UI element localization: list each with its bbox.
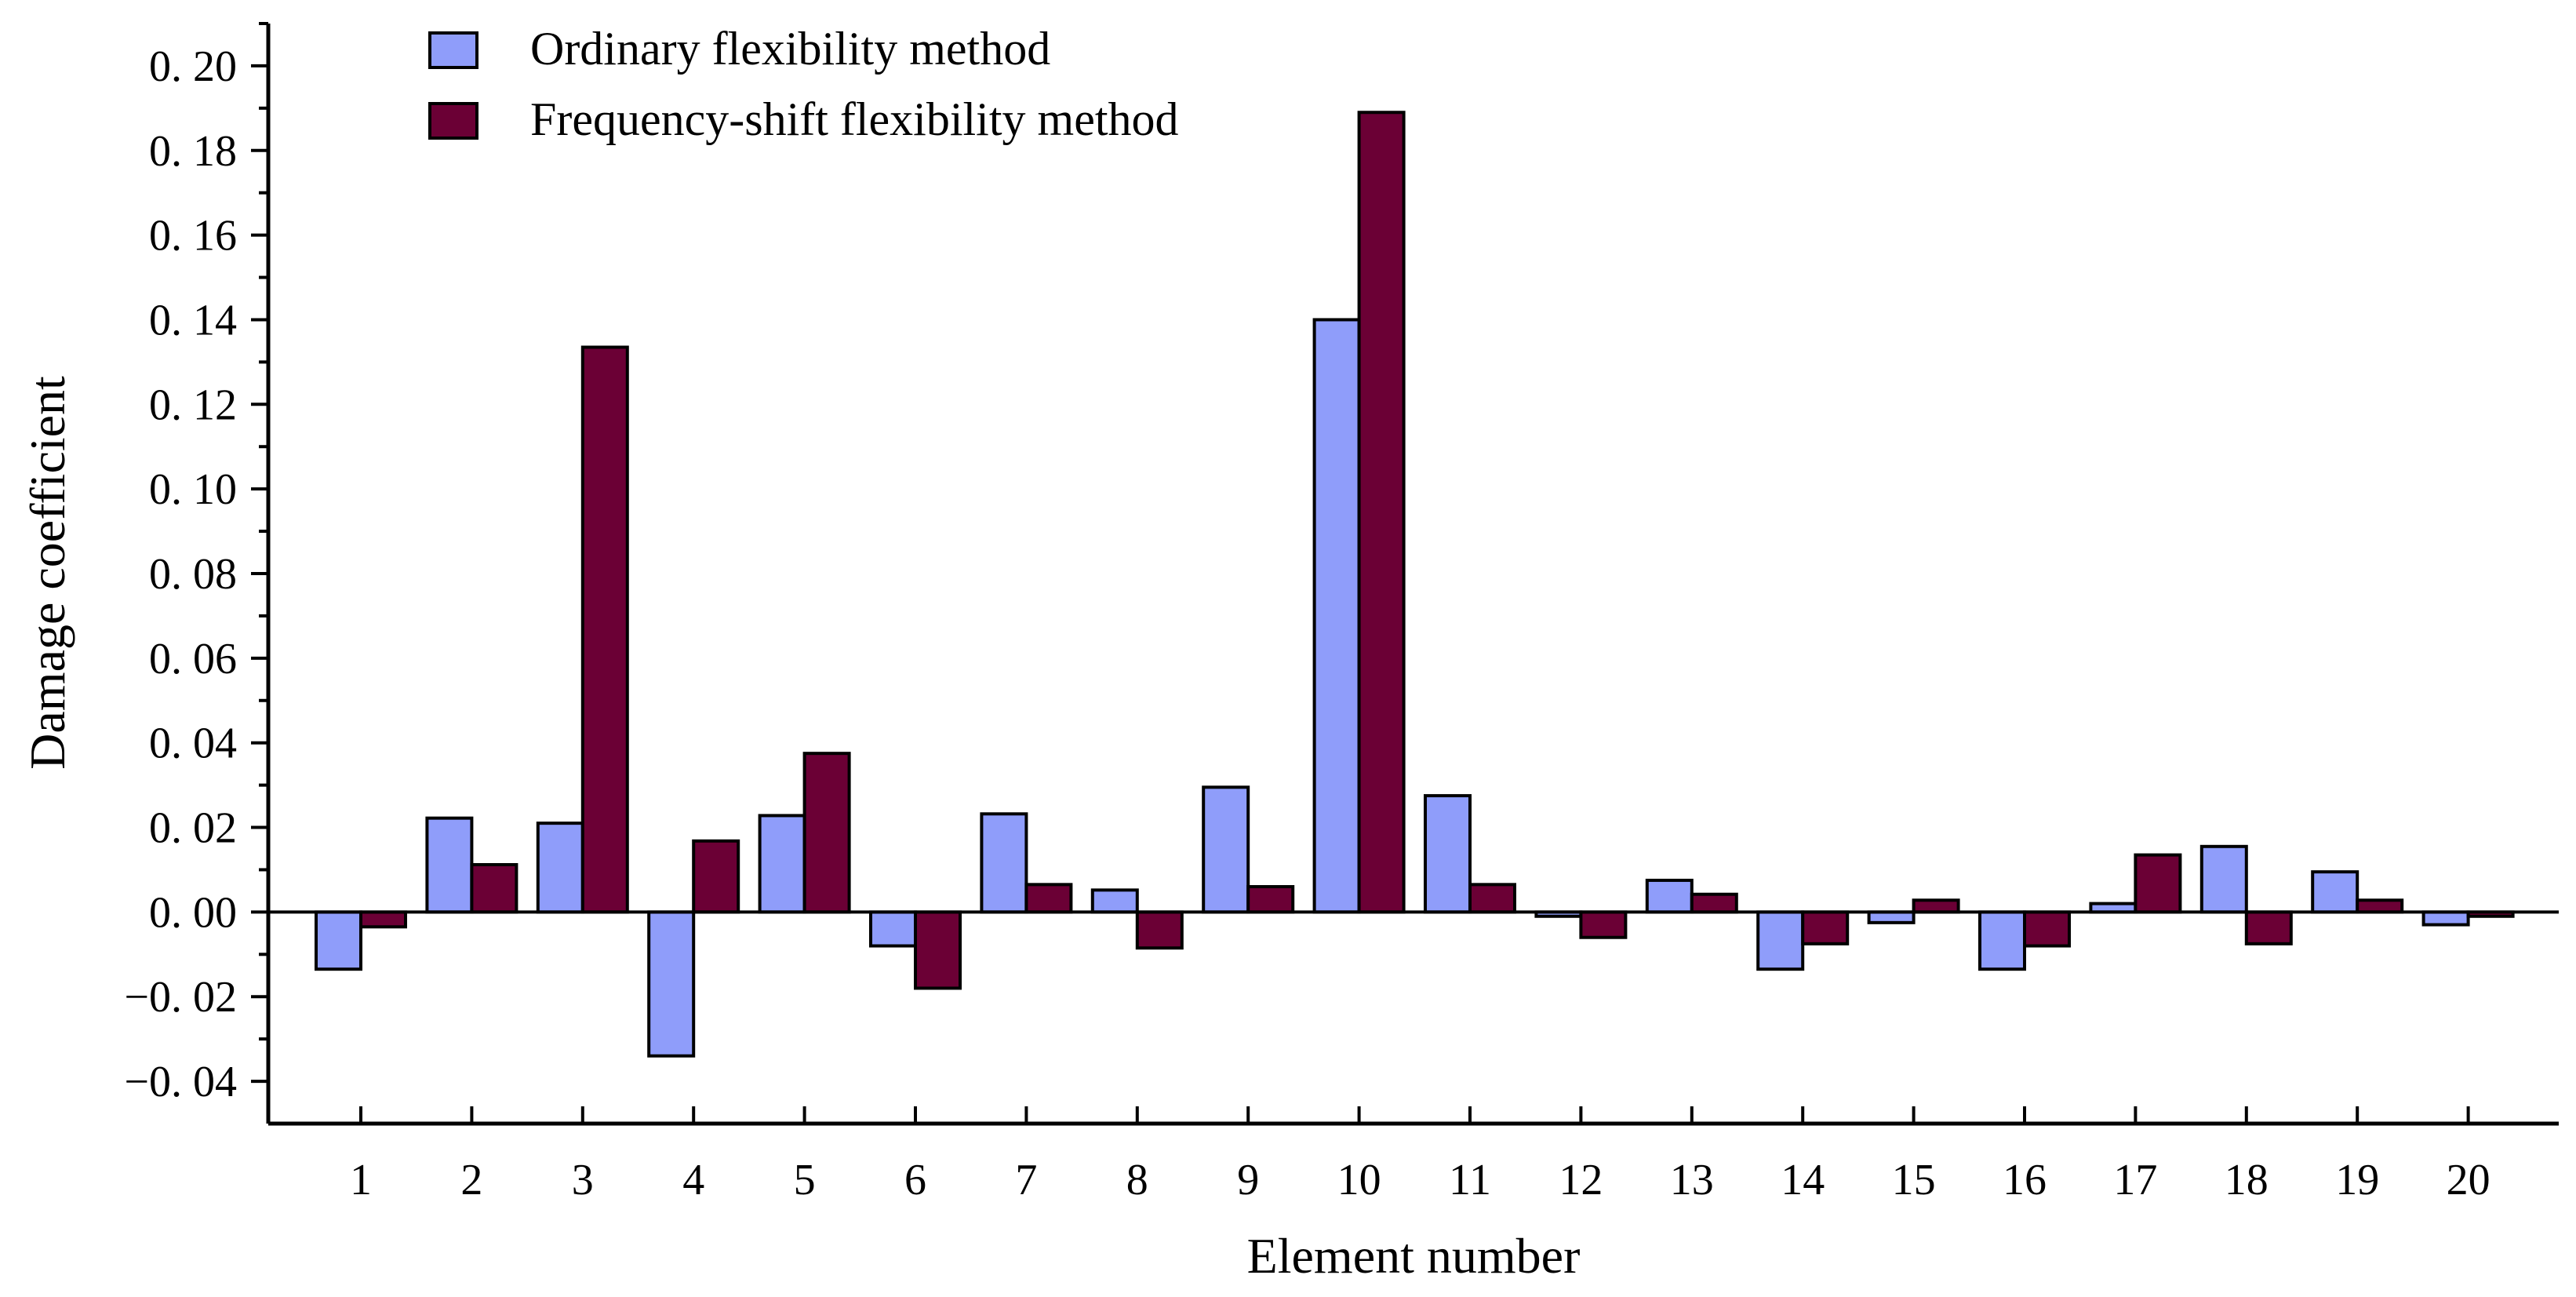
bar-ordinary-element-5 [758, 814, 806, 914]
x-tick-label: 13 [1670, 1156, 1714, 1204]
ticks-layer: −0. 04 −0. 02 0. 00 0. 02 0. 04 0. 06 0. 08 0. … [124, 22, 2490, 1204]
x-tick-label: 20 [2447, 1156, 2490, 1204]
bar-ordinary-element-8 [1090, 888, 1139, 914]
bar-frequency-shift-element-4 [692, 839, 740, 914]
bar-ordinary-element-15 [1867, 910, 1916, 924]
x-tick-label: 3 [572, 1156, 594, 1204]
legend-label-frequency-shift: Frequency-shift flexibility method [530, 93, 1179, 145]
y-tick-label: 0. 20 [149, 42, 237, 91]
x-tick-label: 7 [1015, 1156, 1037, 1204]
x-axis-title: Element number [1247, 1228, 1581, 1284]
bar-frequency-shift-element-9 [1246, 885, 1295, 914]
bar-ordinary-element-1 [315, 910, 362, 971]
y-tick-label: 0. 12 [149, 381, 237, 429]
bar-frequency-shift-element-12 [1579, 910, 1628, 939]
bar-frequency-shift-element-2 [470, 862, 518, 914]
bar-frequency-shift-element-10 [1357, 111, 1406, 914]
x-tick-label: 10 [1337, 1156, 1381, 1204]
x-tick-label: 19 [2335, 1156, 2379, 1204]
y-tick-label: −0. 02 [124, 973, 237, 1022]
y-tick-label: −0. 04 [124, 1058, 237, 1106]
x-tick-label: 4 [682, 1156, 704, 1204]
bar-frequency-shift-element-14 [1801, 910, 1850, 945]
bar-ordinary-element-16 [1978, 910, 2026, 971]
bar-frequency-shift-element-13 [1690, 892, 1738, 914]
bar-frequency-shift-element-7 [1024, 883, 1073, 914]
y-tick-label: 0. 14 [149, 296, 237, 344]
bar-ordinary-element-11 [1424, 794, 1472, 914]
x-tick-label: 2 [460, 1156, 482, 1204]
x-tick-label: 5 [794, 1156, 816, 1204]
legend-label-ordinary: Ordinary flexibility method [530, 23, 1050, 75]
bar-frequency-shift-element-8 [1135, 910, 1184, 950]
bar-frequency-shift-element-15 [1912, 898, 1960, 914]
x-tick-label: 11 [1449, 1156, 1491, 1204]
bar-ordinary-element-7 [980, 812, 1028, 914]
bar-ordinary-element-6 [869, 910, 917, 948]
bar-frequency-shift-element-1 [359, 910, 407, 929]
bar-ordinary-element-4 [647, 910, 696, 1058]
bar-frequency-shift-element-3 [580, 345, 629, 914]
bar-frequency-shift-element-18 [2244, 910, 2293, 945]
bar-ordinary-element-18 [2199, 844, 2248, 914]
legend-swatch-ordinary [428, 31, 478, 69]
bar-frequency-shift-element-16 [2023, 910, 2071, 948]
x-tick-label: 9 [1237, 1156, 1259, 1204]
x-tick-label: 14 [1781, 1156, 1825, 1204]
y-tick-label: 0. 18 [149, 127, 237, 176]
bars-layer [315, 111, 2515, 1058]
bar-ordinary-element-2 [425, 816, 474, 914]
bar-frequency-shift-element-5 [802, 752, 851, 914]
legend-swatch-frequency-shift [428, 102, 478, 140]
bar-frequency-shift-element-11 [1468, 883, 1516, 914]
x-tick-label: 12 [1559, 1156, 1603, 1204]
x-tick-label: 16 [2003, 1156, 2047, 1204]
bar-frequency-shift-element-17 [2134, 853, 2182, 914]
bar-ordinary-element-9 [1202, 785, 1250, 914]
x-tick-label: 1 [350, 1156, 372, 1204]
bar-ordinary-element-19 [2311, 870, 2360, 914]
bar-ordinary-element-3 [536, 822, 584, 914]
y-tick-label: 0. 00 [149, 888, 237, 937]
y-tick-label: 0. 10 [149, 465, 237, 514]
x-tick-label: 17 [2113, 1156, 2157, 1204]
x-tick-label: 6 [904, 1156, 926, 1204]
bar-frequency-shift-element-6 [914, 910, 962, 990]
y-tick-label: 0. 16 [149, 212, 237, 260]
y-tick-label: 0. 04 [149, 720, 237, 768]
y-tick-label: 0. 06 [149, 635, 237, 683]
x-tick-label: 18 [2225, 1156, 2269, 1204]
x-tick-label: 15 [1892, 1156, 1936, 1204]
y-axis-title: Damage coefficient [20, 376, 75, 770]
bar-ordinary-element-20 [2421, 910, 2470, 927]
bar-ordinary-element-13 [1645, 878, 1694, 914]
legend: Ordinary flexibility method Frequency-sh… [428, 23, 1179, 145]
bar-ordinary-element-10 [1312, 318, 1361, 914]
y-tick-label: 0. 02 [149, 804, 237, 853]
x-tick-label: 8 [1126, 1156, 1148, 1204]
y-tick-label: 0. 08 [149, 550, 237, 599]
bar-frequency-shift-element-19 [2356, 898, 2404, 914]
bar-ordinary-element-14 [1756, 910, 1805, 971]
